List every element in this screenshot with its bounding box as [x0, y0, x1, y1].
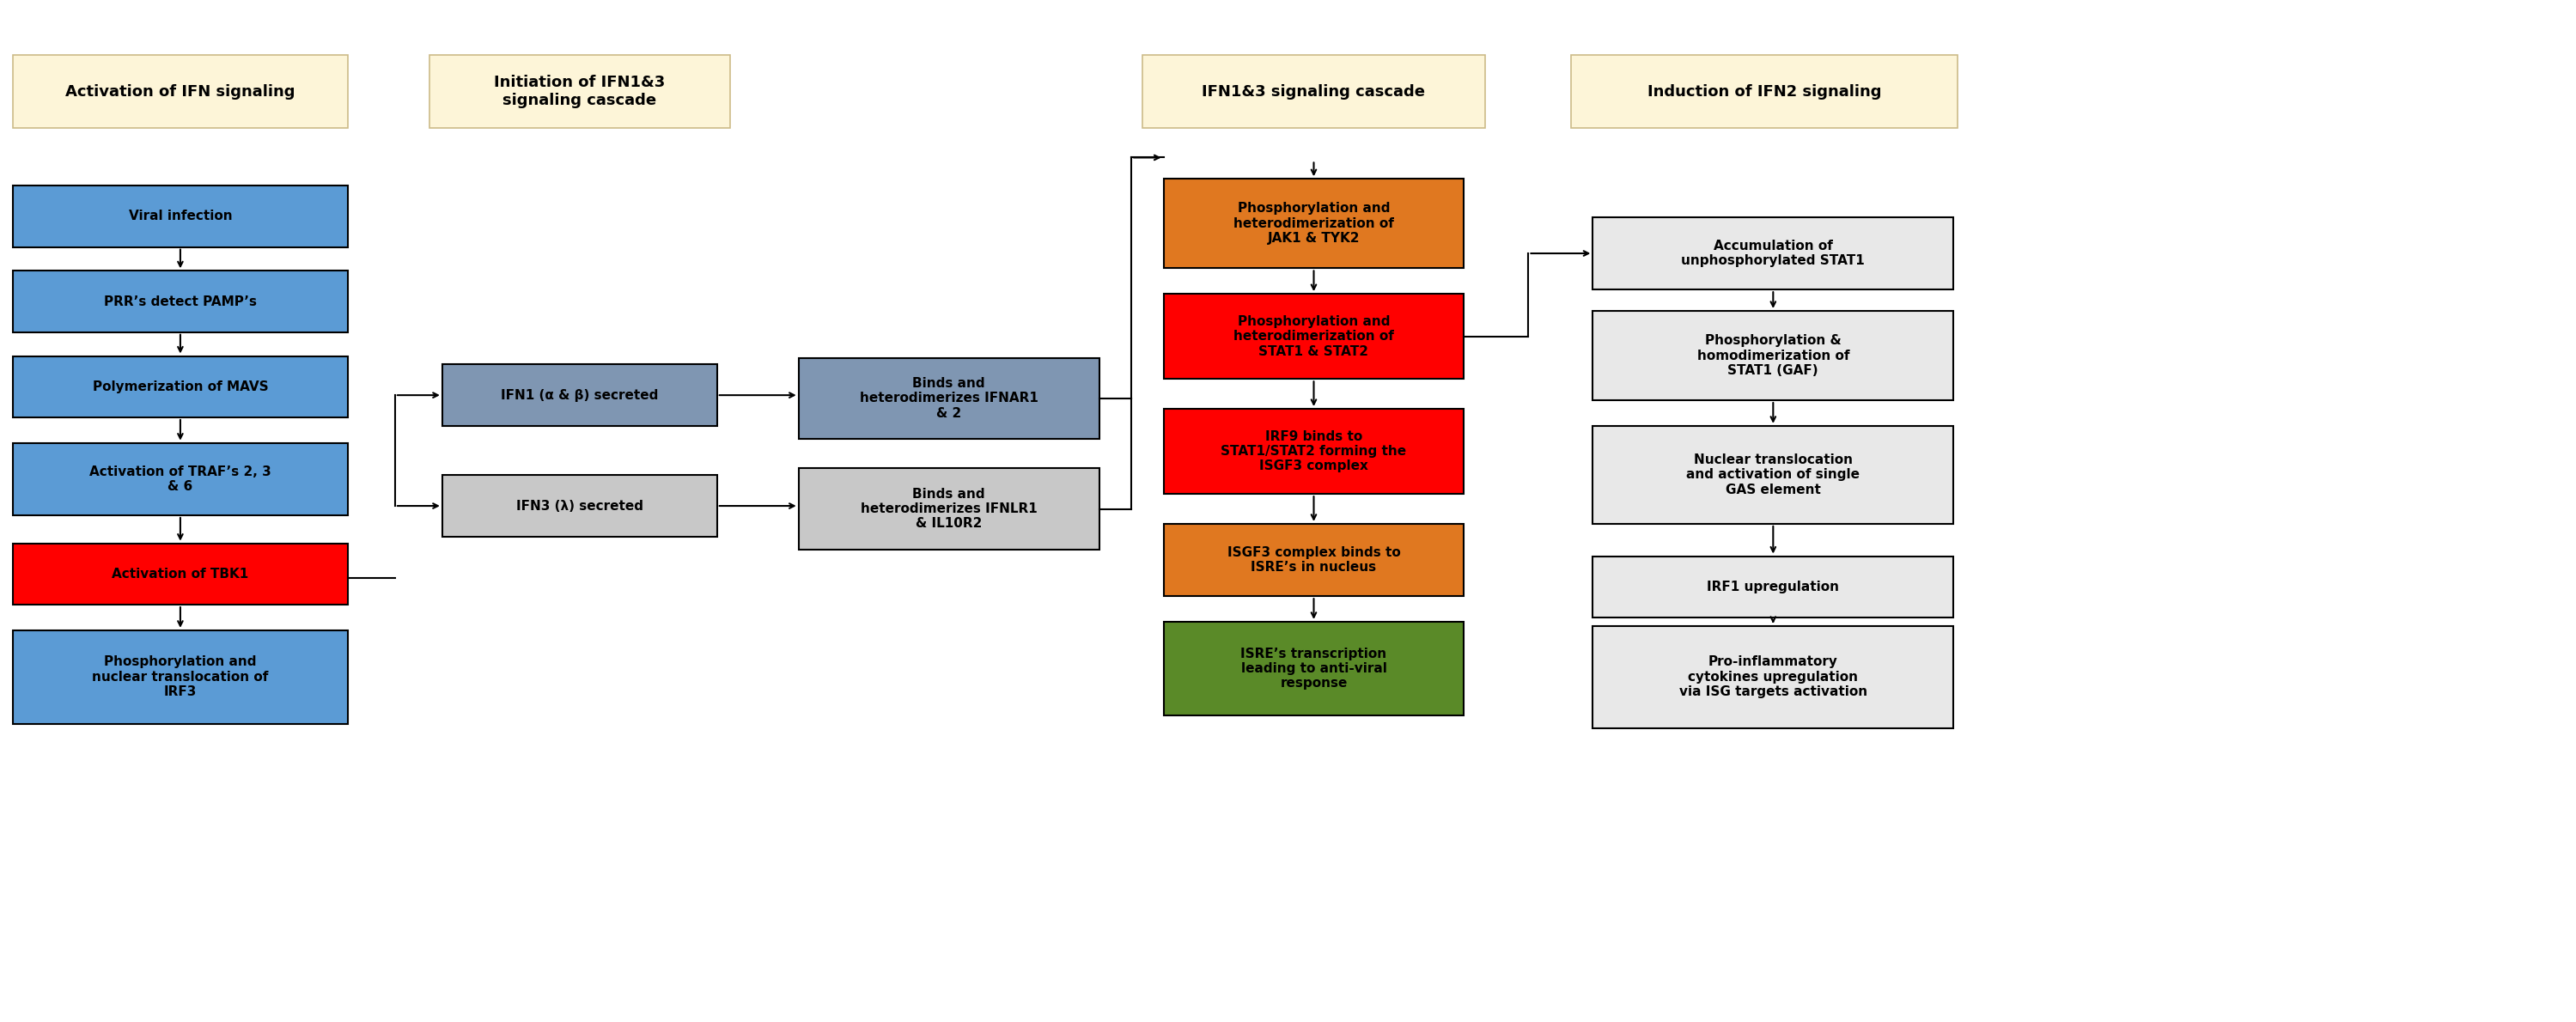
- Text: IFN1 (α & β) secreted: IFN1 (α & β) secreted: [500, 388, 659, 402]
- Text: Viral infection: Viral infection: [129, 210, 232, 223]
- FancyBboxPatch shape: [1164, 621, 1463, 715]
- Text: Binds and
heterodimerizes IFNAR1
& 2: Binds and heterodimerizes IFNAR1 & 2: [860, 377, 1038, 420]
- Text: IRF9 binds to
STAT1/STAT2 forming the
ISGF3 complex: IRF9 binds to STAT1/STAT2 forming the IS…: [1221, 430, 1406, 473]
- Text: Induction of IFN2 signaling: Induction of IFN2 signaling: [1649, 84, 1880, 99]
- FancyBboxPatch shape: [13, 356, 348, 417]
- FancyBboxPatch shape: [1164, 524, 1463, 596]
- FancyBboxPatch shape: [799, 468, 1100, 550]
- Text: Phosphorylation and
nuclear translocation of
IRF3: Phosphorylation and nuclear translocatio…: [93, 656, 268, 698]
- FancyBboxPatch shape: [1164, 294, 1463, 379]
- Text: Initiation of IFN1&3
signaling cascade: Initiation of IFN1&3 signaling cascade: [495, 75, 665, 108]
- Text: Accumulation of
unphosphorylated STAT1: Accumulation of unphosphorylated STAT1: [1682, 239, 1865, 268]
- FancyBboxPatch shape: [13, 443, 348, 515]
- Text: Phosphorylation and
heterodimerization of
JAK1 & TYK2: Phosphorylation and heterodimerization o…: [1234, 202, 1394, 245]
- FancyBboxPatch shape: [1592, 625, 1953, 728]
- Text: IFN3 (λ) secreted: IFN3 (λ) secreted: [515, 500, 644, 512]
- FancyBboxPatch shape: [13, 271, 348, 332]
- Text: Activation of TRAF’s 2, 3
& 6: Activation of TRAF’s 2, 3 & 6: [90, 465, 270, 493]
- Text: ISGF3 complex binds to
ISRE’s in nucleus: ISGF3 complex binds to ISRE’s in nucleus: [1226, 546, 1401, 574]
- Text: Nuclear translocation
and activation of single
GAS element: Nuclear translocation and activation of …: [1687, 454, 1860, 497]
- FancyBboxPatch shape: [1592, 426, 1953, 524]
- FancyBboxPatch shape: [13, 186, 348, 247]
- FancyBboxPatch shape: [1141, 55, 1486, 128]
- FancyBboxPatch shape: [1164, 179, 1463, 269]
- Text: Activation of TBK1: Activation of TBK1: [111, 567, 250, 580]
- Text: PRR’s detect PAMP’s: PRR’s detect PAMP’s: [103, 295, 258, 308]
- FancyBboxPatch shape: [1592, 311, 1953, 401]
- FancyBboxPatch shape: [443, 365, 716, 426]
- Text: Phosphorylation and
heterodimerization of
STAT1 & STAT2: Phosphorylation and heterodimerization o…: [1234, 315, 1394, 358]
- FancyBboxPatch shape: [13, 544, 348, 605]
- Text: IRF1 upregulation: IRF1 upregulation: [1708, 580, 1839, 593]
- FancyBboxPatch shape: [13, 631, 348, 724]
- FancyBboxPatch shape: [430, 55, 729, 128]
- Text: ISRE’s transcription
leading to anti-viral
response: ISRE’s transcription leading to anti-vir…: [1242, 647, 1386, 690]
- Text: Activation of IFN signaling: Activation of IFN signaling: [64, 84, 296, 99]
- FancyBboxPatch shape: [1592, 556, 1953, 617]
- FancyBboxPatch shape: [1164, 409, 1463, 494]
- Text: Phosphorylation &
homodimerization of
STAT1 (GAF): Phosphorylation & homodimerization of ST…: [1698, 334, 1850, 377]
- Text: Pro-inflammatory
cytokines upregulation
via ISG targets activation: Pro-inflammatory cytokines upregulation …: [1680, 656, 1868, 698]
- Text: IFN1&3 signaling cascade: IFN1&3 signaling cascade: [1203, 84, 1425, 99]
- FancyBboxPatch shape: [799, 358, 1100, 438]
- FancyBboxPatch shape: [13, 55, 348, 128]
- FancyBboxPatch shape: [1571, 55, 1958, 128]
- Text: Binds and
heterodimerizes IFNLR1
& IL10R2: Binds and heterodimerizes IFNLR1 & IL10R…: [860, 487, 1038, 530]
- FancyBboxPatch shape: [443, 475, 716, 537]
- FancyBboxPatch shape: [1592, 218, 1953, 289]
- Text: Polymerization of MAVS: Polymerization of MAVS: [93, 380, 268, 393]
